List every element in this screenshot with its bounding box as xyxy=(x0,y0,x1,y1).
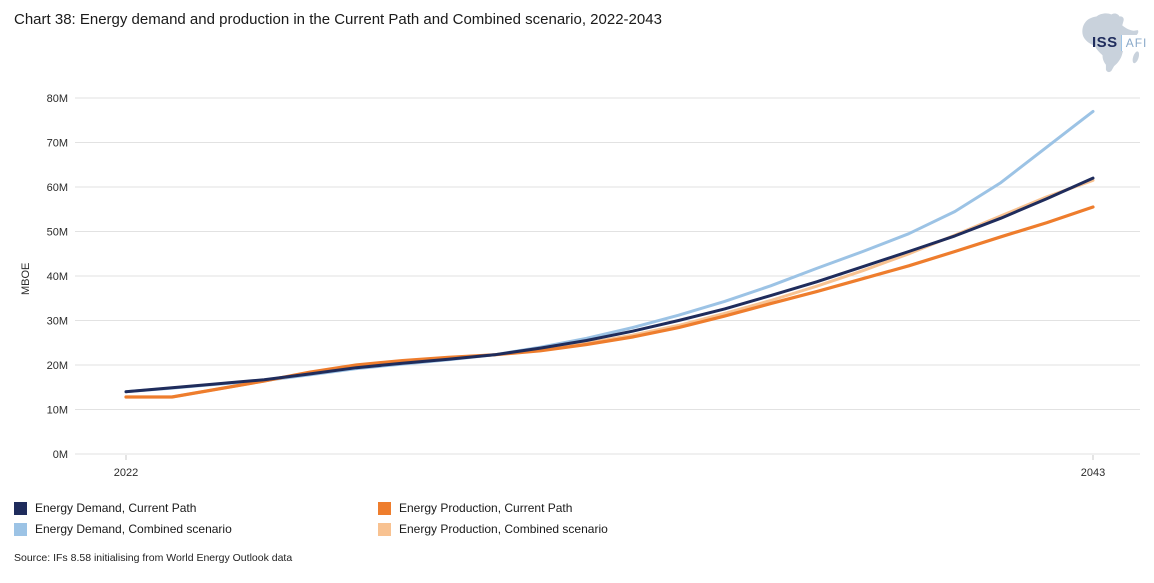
series-line-energy-demand-combined-scenario xyxy=(124,109,1095,394)
y-tick-label-30M: 30M xyxy=(47,316,68,328)
x-tick-label-2022: 2022 xyxy=(114,467,138,479)
legend-swatch-demand-combined-scenario xyxy=(14,522,27,536)
legend: Energy Demand, Current Path Energy Deman… xyxy=(14,501,608,536)
legend-label-demand-current-path: Energy Demand, Current Path xyxy=(35,501,197,515)
legend-item-production-current-path: Energy Production, Current Path xyxy=(378,501,608,515)
y-tick-label-70M: 70M xyxy=(47,138,68,150)
legend-swatch-demand-current-path xyxy=(14,501,27,515)
y-tick-label-20M: 20M xyxy=(47,360,68,372)
logo-text: ISS AFI xyxy=(1092,34,1150,51)
source-note: Source: IFs 8.58 initialising from World… xyxy=(14,552,293,564)
legend-item-demand-current-path: Energy Demand, Current Path xyxy=(14,501,378,515)
chart-title: Chart 38: Energy demand and production i… xyxy=(14,11,662,28)
y-tick-label-60M: 60M xyxy=(47,182,68,194)
y-tick-label-10M: 10M xyxy=(47,405,68,417)
y-tick-label-40M: 40M xyxy=(47,271,68,283)
y-tick-label-80M: 80M xyxy=(47,93,68,105)
legend-swatch-production-combined-scenario xyxy=(378,522,391,536)
legend-swatch-production-current-path xyxy=(378,501,391,515)
iss-afi-logo: ISS AFI xyxy=(1076,8,1150,74)
y-tick-label-0M: 0M xyxy=(53,449,68,461)
logo-afi-label: AFI xyxy=(1120,35,1150,51)
legend-label-production-combined-scenario: Energy Production, Combined scenario xyxy=(399,522,608,536)
line-chart: 0M 10M 20M 30M 40M 50M 60M 70M 80M 2022 2043 xyxy=(47,93,1140,479)
legend-label-demand-combined-scenario: Energy Demand, Combined scenario xyxy=(35,522,232,536)
series-line-energy-production-combined-scenario xyxy=(124,178,1095,399)
series-line-energy-demand-current-path xyxy=(124,176,1095,394)
y-tick-label-50M: 50M xyxy=(47,227,68,239)
legend-label-production-current-path: Energy Production, Current Path xyxy=(399,501,573,515)
legend-item-demand-combined-scenario: Energy Demand, Combined scenario xyxy=(14,522,378,536)
series-line-energy-production-current-path xyxy=(124,205,1095,399)
africa-map-icon xyxy=(1082,13,1140,73)
logo-iss-label: ISS xyxy=(1092,34,1118,51)
legend-item-production-combined-scenario: Energy Production, Combined scenario xyxy=(378,522,608,536)
x-tick-label-2043: 2043 xyxy=(1081,467,1105,479)
